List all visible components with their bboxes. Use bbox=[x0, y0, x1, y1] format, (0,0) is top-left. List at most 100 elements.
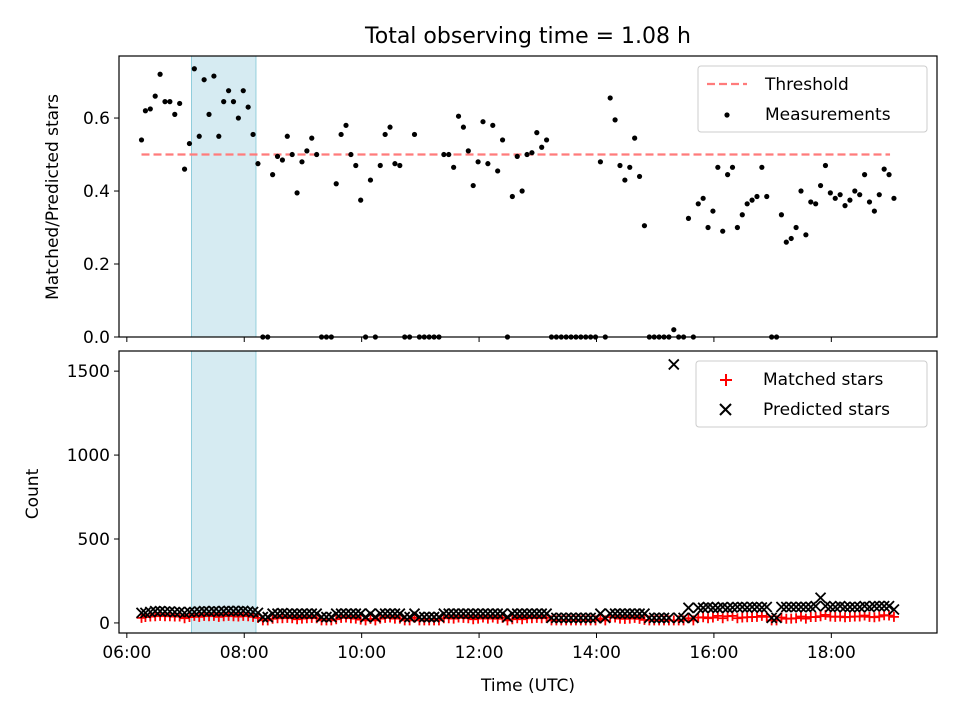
measurement-point bbox=[734, 224, 740, 231]
measurement-point bbox=[387, 124, 393, 130]
predicted-star-point bbox=[795, 601, 807, 613]
measurement-point bbox=[793, 224, 799, 231]
predicted-star-point bbox=[257, 611, 269, 623]
x-tick-label: 06:00 bbox=[102, 643, 151, 663]
measurement-point bbox=[172, 111, 178, 117]
predicted-star-point bbox=[477, 608, 489, 620]
matched-star-point bbox=[800, 613, 811, 624]
measurement-point bbox=[181, 166, 188, 172]
predicted-star-point bbox=[883, 600, 895, 612]
predicted-star-point bbox=[565, 612, 577, 624]
measurement-point bbox=[607, 95, 613, 101]
predicted-star-point bbox=[330, 608, 342, 620]
count-points bbox=[135, 358, 900, 626]
predicted-star-point bbox=[222, 605, 235, 617]
measurement-point bbox=[304, 148, 310, 154]
legend-matched-label: Matched stars bbox=[763, 370, 883, 390]
top-legend: Threshold Measurements bbox=[697, 65, 928, 133]
predicted-star-point bbox=[849, 601, 861, 613]
predicted-star-point bbox=[340, 608, 352, 620]
x-tick-label: 18:00 bbox=[807, 643, 856, 663]
x-tick-label: 12:00 bbox=[455, 643, 504, 663]
predicted-star-point bbox=[452, 608, 465, 620]
predicted-star-point bbox=[218, 605, 230, 617]
y-tick-label: 0.0 bbox=[83, 328, 110, 348]
predicted-star-point bbox=[780, 601, 792, 613]
measurement-point bbox=[348, 151, 354, 158]
predicted-star-point bbox=[438, 608, 450, 620]
measurement-point bbox=[671, 327, 677, 333]
predicted-star-point bbox=[506, 608, 518, 620]
bottom-axes-frame bbox=[118, 350, 938, 634]
predicted-star-point bbox=[888, 603, 900, 616]
measurement-point bbox=[455, 113, 462, 119]
x-tick-label: 08:00 bbox=[220, 643, 269, 663]
measurement-points bbox=[138, 66, 897, 340]
measurement-point bbox=[685, 215, 692, 221]
predicted-star-point bbox=[169, 606, 181, 618]
predicted-star-point bbox=[555, 612, 567, 624]
matched-star-point bbox=[791, 613, 802, 624]
predicted-star-point bbox=[687, 612, 699, 624]
predicted-star-point bbox=[677, 612, 690, 624]
shaded-observing-window bbox=[191, 350, 257, 634]
measurement-point bbox=[294, 190, 300, 196]
predicted-star-point bbox=[790, 601, 802, 613]
predicted-star-point bbox=[526, 608, 538, 620]
measurement-point bbox=[367, 177, 374, 183]
predicted-star-point bbox=[501, 611, 514, 623]
matched-star-point bbox=[634, 613, 645, 624]
measurement-point bbox=[764, 193, 770, 200]
predicted-star-point bbox=[227, 605, 240, 617]
y-tick-label: 1500 bbox=[67, 362, 110, 382]
matched-star-point bbox=[874, 611, 885, 622]
measurement-point bbox=[695, 201, 701, 207]
predicted-star-point bbox=[350, 608, 362, 620]
measurement-point bbox=[485, 161, 491, 167]
matched-star-point bbox=[751, 611, 762, 622]
bottom-panel: 06:00 08:00 10:00 12:00 14:00 16:00 18:00 0 500 1… bbox=[23, 350, 938, 696]
measurement-point bbox=[886, 172, 892, 178]
predicted-star-point bbox=[403, 611, 416, 623]
predicted-star-point bbox=[320, 611, 333, 623]
measurement-point bbox=[705, 224, 711, 231]
predicted-star-point bbox=[800, 601, 812, 613]
measurement-point bbox=[279, 157, 286, 163]
predicted-star-point bbox=[345, 608, 357, 620]
measurement-point bbox=[377, 162, 383, 169]
measurement-point bbox=[822, 162, 829, 169]
predicted-star-point bbox=[643, 612, 655, 624]
measurement-point bbox=[314, 151, 320, 158]
measurement-point bbox=[255, 161, 261, 167]
measurement-point bbox=[245, 104, 251, 110]
predicted-star-point bbox=[232, 605, 245, 617]
y-tick-label: 0.6 bbox=[83, 109, 110, 129]
measurement-point bbox=[138, 137, 145, 143]
measurement-point bbox=[612, 117, 618, 123]
measurement-point bbox=[211, 73, 217, 79]
measurement-point bbox=[250, 131, 256, 138]
measurement-point bbox=[343, 122, 349, 128]
measurement-point bbox=[309, 135, 315, 141]
bottom-legend: Matched stars Predicted stars bbox=[695, 360, 928, 428]
predicted-star-point bbox=[315, 611, 328, 623]
matched-star-point bbox=[698, 612, 709, 623]
measurement-point bbox=[788, 235, 794, 242]
predicted-star-point bbox=[692, 602, 704, 614]
measurement-point bbox=[338, 131, 344, 138]
predicted-star-point bbox=[262, 611, 274, 623]
measurement-point bbox=[817, 182, 824, 189]
axis-ticks: 0.0 0.2 0.4 0.6 bbox=[83, 109, 832, 348]
top-legend-box bbox=[697, 65, 928, 133]
shaded-interval bbox=[191, 350, 257, 634]
predicted-star-point bbox=[575, 612, 587, 624]
measurement-point bbox=[857, 192, 863, 198]
matched-star-point bbox=[517, 614, 528, 625]
predicted-star-point bbox=[492, 608, 504, 620]
predicted-star-point bbox=[487, 608, 499, 620]
predicted-star-point bbox=[462, 608, 474, 620]
matched-star-point bbox=[795, 611, 806, 622]
predicted-star-point bbox=[482, 608, 494, 620]
x-tick-label: 14:00 bbox=[572, 643, 621, 663]
